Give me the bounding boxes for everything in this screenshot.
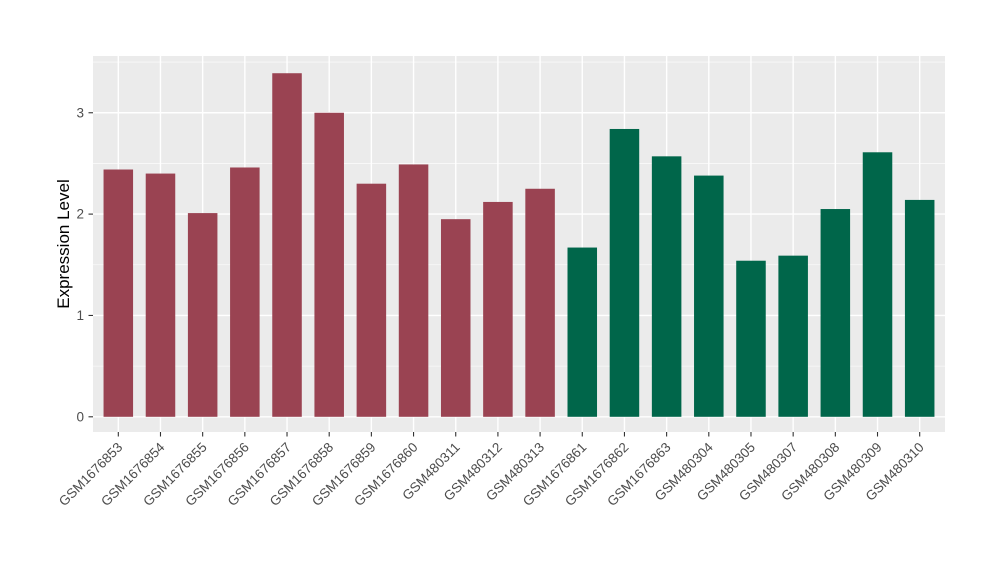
bar-GSM480307 bbox=[778, 255, 808, 417]
y-tick-label: 2 bbox=[76, 207, 84, 222]
y-axis-title: Expression Level bbox=[54, 179, 73, 308]
bar-GSM1676862 bbox=[609, 128, 640, 417]
bar-GSM1676853 bbox=[103, 169, 134, 417]
bar-GSM1676856 bbox=[230, 167, 260, 417]
bar-GSM480313 bbox=[525, 188, 555, 417]
bar-GSM480304 bbox=[694, 175, 724, 417]
y-tick-label: 0 bbox=[76, 409, 84, 424]
bar-GSM1676854 bbox=[145, 173, 176, 417]
bar-GSM1676859 bbox=[356, 183, 387, 417]
y-tick-label: 1 bbox=[76, 308, 84, 323]
bar-GSM1676860 bbox=[398, 164, 429, 417]
bar-GSM480311 bbox=[440, 219, 471, 417]
bar-GSM480309 bbox=[862, 152, 893, 417]
bar-GSM1676861 bbox=[567, 247, 598, 417]
bar-GSM1676857 bbox=[272, 73, 302, 417]
bar-GSM1676863 bbox=[651, 156, 682, 417]
bar-GSM480308 bbox=[820, 209, 851, 417]
bar-GSM480305 bbox=[736, 260, 766, 417]
y-tick-label: 3 bbox=[76, 105, 84, 120]
bar-GSM480310 bbox=[904, 199, 935, 417]
bar-GSM1676855 bbox=[187, 213, 218, 417]
bar-GSM1676858 bbox=[314, 112, 344, 417]
bar-GSM480312 bbox=[483, 201, 513, 417]
